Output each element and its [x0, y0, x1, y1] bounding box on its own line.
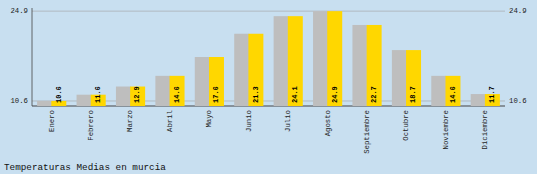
data-label: 22.7	[370, 86, 378, 103]
data-label: 24.1	[291, 86, 299, 103]
data-label: 21.3	[252, 86, 260, 103]
chart-svg: 10.6 10.6 24.9 24.9 10.6 11.6 12.9 14.6 17.6 21.3…	[0, 0, 537, 174]
bars	[37, 11, 500, 106]
x-tick-label: Noviembre	[442, 110, 450, 149]
grid-line	[32, 11, 505, 12]
x-tick-label: Julio	[284, 110, 292, 132]
x-tick-label: Junio	[245, 110, 253, 132]
data-labels: 10.6 11.6 12.9 14.6 17.6 21.3 24.1 24.9 22.7 18.7…	[55, 86, 497, 103]
bar	[155, 76, 170, 106]
y-tick-label: 24.9	[10, 7, 28, 15]
bar	[170, 76, 185, 106]
bar	[248, 34, 263, 106]
bar	[116, 87, 131, 106]
title: Temperaturas Medias en murcia	[4, 162, 166, 173]
bar	[392, 50, 407, 106]
y-tick-label-right: 24.9	[509, 7, 527, 15]
y-tick-label: 10.6	[10, 97, 28, 105]
data-label: 10.6	[55, 86, 63, 103]
bar	[367, 25, 382, 106]
bar	[209, 57, 224, 106]
chart-container: 10.6 10.6 24.9 24.9 10.6 11.6 12.9 14.6 17.6 21.3…	[0, 0, 537, 174]
data-label: 11.6	[94, 86, 102, 103]
x-tick-label: Agosto	[324, 110, 332, 136]
bar	[406, 50, 421, 106]
bar	[130, 87, 145, 106]
data-label: 24.9	[331, 86, 339, 103]
bar	[445, 76, 460, 106]
bar	[274, 16, 289, 106]
x-tick-label: Mayo	[205, 110, 213, 128]
bar	[77, 95, 92, 106]
data-label: 11.7	[488, 86, 496, 103]
x-tick-label: Abril	[166, 110, 174, 132]
bar	[234, 34, 249, 106]
bar	[37, 101, 52, 106]
x-tick-label: Diciembre	[481, 110, 489, 149]
bar	[471, 94, 486, 106]
axes: 10.6 10.6 24.9 24.9	[10, 7, 526, 106]
x-tick-label: Octubre	[402, 110, 410, 141]
x-tick-labels: Enero Febrero Marzo Abril Mayo Junio Julio Agos…	[48, 110, 490, 154]
x-tick-label: Febrero	[87, 110, 95, 141]
data-label: 17.6	[212, 86, 220, 103]
bar	[352, 25, 367, 106]
bar	[327, 11, 342, 106]
data-label: 12.9	[133, 86, 141, 103]
y-tick-label-right: 10.6	[509, 97, 527, 105]
x-tick-label: Septiembre	[363, 110, 371, 154]
bar	[313, 11, 328, 106]
data-label: 14.6	[173, 86, 181, 103]
x-tick-label: Marzo	[126, 110, 134, 132]
background	[0, 0, 537, 174]
page: {"chart_data": {"type": "bar", "title": …	[0, 0, 537, 174]
bar	[288, 16, 303, 106]
data-label: 18.7	[409, 86, 417, 103]
x-tick-label: Enero	[48, 110, 56, 132]
bar	[431, 76, 446, 106]
data-label: 14.6	[449, 86, 457, 103]
y-axis-line	[32, 8, 33, 106]
bar	[195, 57, 210, 106]
